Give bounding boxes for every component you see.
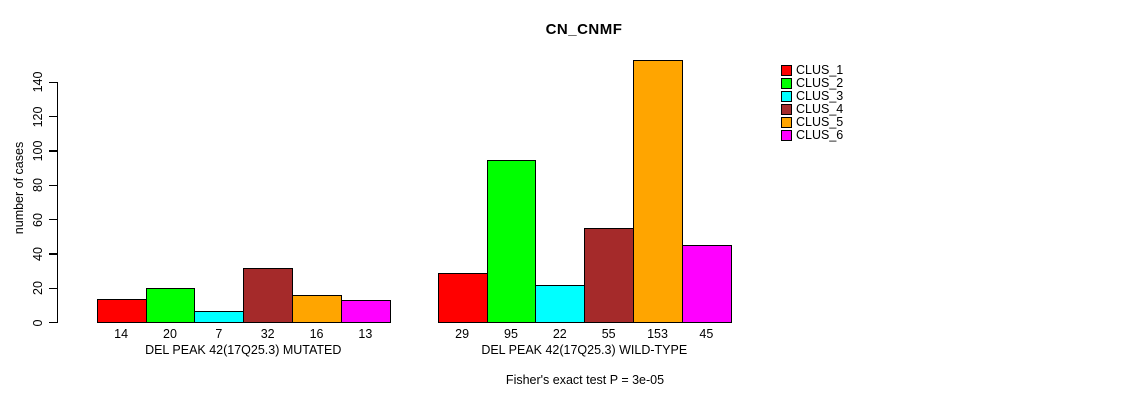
legend-label: CLUS_1 (796, 63, 844, 77)
y-axis-title: number of cases (12, 141, 26, 235)
bar-clus_3 (535, 284, 586, 324)
legend-label: CLUS_2 (796, 76, 844, 90)
bar-value-label: 16 (309, 326, 324, 341)
y-tick-label: 40 (31, 247, 45, 261)
legend-item: CLUS_4 (781, 103, 843, 116)
bar-clus_6 (340, 300, 391, 324)
legend-item: CLUS_3 (781, 90, 843, 103)
bar-clus_2 (145, 288, 196, 324)
bar-clus_1 (437, 272, 488, 324)
y-tick (49, 116, 57, 118)
bar-value-label: 55 (601, 326, 616, 341)
bar-clus_6 (681, 245, 732, 324)
y-tick-label: 120 (31, 106, 45, 128)
x-group-label: DEL PEAK 42(17Q25.3) MUTATED (145, 342, 342, 357)
y-tick (49, 253, 57, 255)
legend-swatch-icon (781, 91, 792, 102)
legend-label: CLUS_4 (796, 102, 844, 116)
y-tick-label: 140 (31, 71, 45, 93)
y-tick (49, 322, 57, 324)
bar-value-label: 7 (215, 326, 223, 341)
bar-clus_5 (292, 295, 342, 324)
bar-value-label: 95 (504, 326, 518, 341)
bar-clus_1 (96, 298, 147, 324)
legend-swatch-icon (781, 65, 792, 76)
legend-label: CLUS_6 (796, 128, 844, 142)
y-tick (49, 287, 57, 289)
y-tick-label: 0 (31, 319, 45, 327)
legend-item: CLUS_1 (781, 64, 843, 77)
fisher-test-caption: Fisher's exact test P = 3e-05 (505, 373, 665, 387)
bar-value-label: 20 (163, 326, 177, 341)
bar-value-label: 29 (455, 326, 470, 341)
legend-swatch-icon (781, 130, 792, 141)
y-tick-label: 60 (31, 212, 45, 227)
y-tick-label: 20 (31, 281, 45, 296)
bar-value-label: 45 (699, 326, 714, 341)
bar-clus_2 (486, 159, 537, 324)
chart-title: CN_CNMF (545, 21, 623, 38)
bar-value-label: 22 (552, 326, 567, 341)
legend-item: CLUS_2 (781, 77, 843, 90)
y-tick (49, 150, 57, 152)
bar-clus_3 (194, 310, 245, 324)
legend-item: CLUS_5 (781, 116, 843, 129)
y-axis-line (57, 81, 59, 324)
legend-label: CLUS_3 (796, 89, 844, 103)
legend-item: CLUS_6 (781, 129, 843, 142)
bar-clus_4 (243, 267, 294, 324)
bar-value-label: 32 (260, 326, 275, 341)
y-tick-label: 80 (31, 178, 45, 193)
legend-swatch-icon (781, 78, 792, 89)
bar-value-label: 14 (114, 326, 129, 341)
bar-value-label: 153 (647, 326, 668, 341)
legend-swatch-icon (781, 117, 792, 128)
y-tick (49, 81, 57, 83)
bar-clus_5 (633, 59, 683, 324)
x-group-label: DEL PEAK 42(17Q25.3) WILD-TYPE (481, 342, 688, 357)
y-tick-label: 100 (31, 140, 45, 162)
legend: CLUS_1 CLUS_2 CLUS_3 CLUS_4 CLUS_5 CLUS_6 (781, 64, 843, 142)
legend-swatch-icon (781, 104, 792, 115)
y-tick (49, 219, 57, 221)
y-tick (49, 184, 57, 186)
legend-label: CLUS_5 (796, 115, 844, 129)
bar-value-label: 13 (358, 326, 373, 341)
bar-clus_4 (584, 228, 635, 324)
